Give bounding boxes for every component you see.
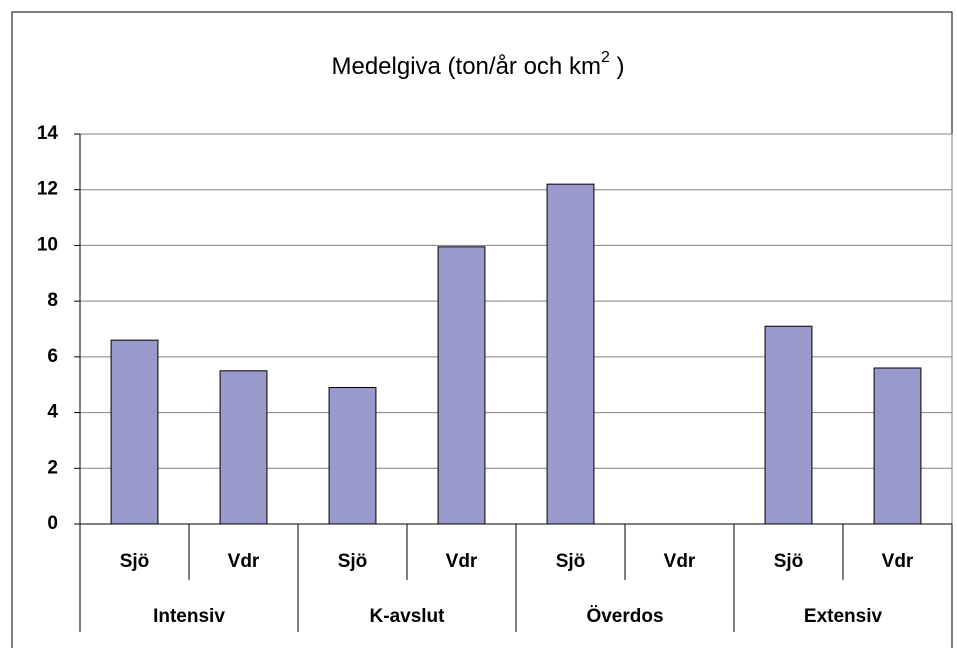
chart-title: Medelgiva (ton/år och km2 ) bbox=[331, 49, 624, 80]
y-tick-label: 10 bbox=[37, 234, 58, 255]
bar bbox=[328, 387, 377, 525]
y-tick-label: 6 bbox=[47, 346, 58, 367]
group-label: K-avslut bbox=[370, 606, 446, 627]
title-text: Medelgiva (ton/år och km bbox=[331, 53, 600, 80]
x-tick-label: Vdr bbox=[446, 551, 478, 572]
y-tick-label: 0 bbox=[47, 513, 58, 534]
bar bbox=[110, 339, 159, 525]
x-tick-label: Sjö bbox=[556, 551, 586, 572]
y-tick-label: 2 bbox=[47, 457, 58, 478]
bar bbox=[219, 370, 268, 525]
bar bbox=[437, 246, 486, 525]
y-tick-label: 4 bbox=[47, 402, 58, 423]
y-tick-label: 8 bbox=[47, 290, 58, 311]
x-tick-label: Vdr bbox=[228, 551, 260, 572]
y-tick-label: 12 bbox=[37, 179, 58, 200]
bar bbox=[546, 183, 595, 525]
x-tick-label: Sjö bbox=[338, 551, 368, 572]
bar bbox=[873, 367, 922, 525]
x-tick-label: Sjö bbox=[120, 551, 150, 572]
title-superscript: 2 bbox=[601, 49, 610, 66]
bar bbox=[764, 325, 813, 525]
x-tick-label: Vdr bbox=[882, 551, 914, 572]
group-label: Intensiv bbox=[153, 606, 225, 627]
x-tick-label: Vdr bbox=[664, 551, 696, 572]
y-tick-label: 14 bbox=[37, 123, 59, 144]
title-end: ) bbox=[610, 53, 625, 80]
group-label: Överdos bbox=[586, 606, 663, 627]
group-label: Extensiv bbox=[804, 606, 883, 627]
x-tick-label: Sjö bbox=[774, 551, 804, 572]
